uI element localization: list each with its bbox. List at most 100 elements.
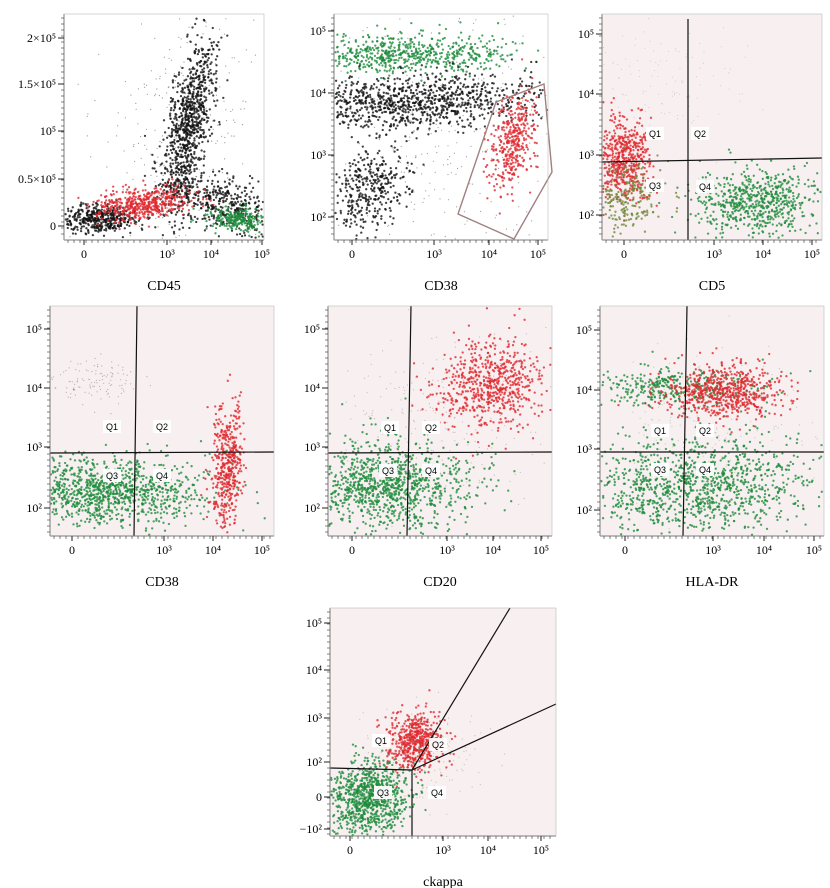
event-dot bbox=[426, 106, 429, 109]
event-dot bbox=[165, 182, 168, 185]
event-dot bbox=[135, 108, 137, 110]
event-dot bbox=[337, 90, 341, 94]
event-dot bbox=[118, 207, 121, 211]
event-dot bbox=[337, 99, 340, 103]
event-dot bbox=[369, 56, 372, 59]
event-dot bbox=[375, 61, 378, 64]
y-tick-label: 0 bbox=[50, 219, 56, 233]
event-dot bbox=[174, 126, 176, 128]
event-dot bbox=[478, 37, 481, 40]
event-dot bbox=[438, 23, 441, 27]
event-dot bbox=[538, 81, 541, 84]
event-dot bbox=[115, 204, 118, 207]
event-dot bbox=[206, 119, 209, 123]
event-dot bbox=[185, 157, 188, 160]
event-dot bbox=[498, 150, 502, 153]
event-dot bbox=[455, 120, 459, 123]
event-dot bbox=[193, 85, 196, 89]
event-dot bbox=[370, 159, 373, 162]
event-dot bbox=[356, 175, 359, 179]
event-dot bbox=[223, 33, 225, 35]
event-dot bbox=[471, 50, 475, 53]
event-dot bbox=[500, 104, 504, 107]
event-dot bbox=[206, 140, 210, 143]
event-dot bbox=[385, 57, 388, 60]
event-dot bbox=[181, 72, 183, 74]
event-dot bbox=[127, 197, 130, 201]
event-dot bbox=[168, 223, 170, 225]
event-dot bbox=[350, 187, 353, 190]
event-dot bbox=[190, 182, 193, 184]
event-dot bbox=[251, 176, 254, 180]
event-dot bbox=[189, 92, 192, 95]
event-dot bbox=[443, 87, 447, 91]
event-dot bbox=[202, 111, 206, 114]
event-dot bbox=[195, 220, 198, 224]
event-dot bbox=[137, 142, 140, 144]
event-dot bbox=[420, 111, 423, 114]
event-dot bbox=[199, 134, 202, 137]
event-dot bbox=[429, 115, 432, 119]
event-dot bbox=[380, 49, 384, 52]
event-dot bbox=[257, 215, 260, 218]
event-dot bbox=[355, 178, 358, 181]
event-dot bbox=[177, 203, 180, 206]
event-dot bbox=[401, 82, 404, 86]
event-dot bbox=[193, 215, 197, 219]
event-dot bbox=[171, 79, 173, 81]
event-dot bbox=[224, 216, 227, 219]
event-dot bbox=[197, 94, 200, 98]
event-dot bbox=[425, 50, 428, 53]
event-dot bbox=[401, 71, 405, 75]
event-dot bbox=[204, 187, 206, 189]
event-dot bbox=[488, 40, 491, 43]
event-dot bbox=[461, 85, 465, 88]
event-dot bbox=[221, 217, 224, 220]
event-dot bbox=[167, 186, 169, 188]
event-dot bbox=[189, 85, 193, 88]
event-dot bbox=[106, 219, 110, 222]
event-dot bbox=[479, 65, 483, 69]
event-dot bbox=[143, 86, 146, 88]
event-dot bbox=[151, 199, 154, 202]
event-dot bbox=[71, 206, 74, 209]
event-dot bbox=[529, 136, 532, 139]
event-dot bbox=[190, 108, 193, 111]
event-dot bbox=[152, 208, 155, 211]
event-dot bbox=[104, 211, 107, 214]
event-dot bbox=[407, 187, 411, 191]
event-dot bbox=[476, 97, 479, 100]
event-dot bbox=[484, 99, 487, 102]
event-dot bbox=[413, 74, 416, 78]
event-dot bbox=[250, 190, 253, 193]
event-dot bbox=[370, 184, 374, 188]
event-dot bbox=[167, 135, 169, 137]
event-dot bbox=[187, 117, 190, 120]
event-dot bbox=[95, 207, 98, 210]
event-dot bbox=[398, 120, 402, 123]
event-dot bbox=[195, 128, 198, 131]
event-dot bbox=[225, 222, 228, 225]
event-dot bbox=[168, 114, 172, 117]
event-dot bbox=[511, 199, 514, 202]
event-dot bbox=[203, 90, 206, 93]
event-dot bbox=[67, 209, 70, 213]
event-dot bbox=[537, 95, 541, 99]
event-dot bbox=[378, 208, 381, 211]
event-dot bbox=[181, 124, 185, 127]
event-dot bbox=[160, 185, 164, 188]
event-dot bbox=[77, 196, 80, 200]
event-dot bbox=[419, 73, 422, 77]
event-dot bbox=[338, 176, 341, 179]
event-dot bbox=[154, 204, 157, 207]
event-dot bbox=[228, 224, 231, 227]
event-dot bbox=[86, 210, 90, 213]
event-dot bbox=[422, 163, 425, 166]
event-dot bbox=[134, 160, 136, 163]
event-dot bbox=[369, 52, 372, 55]
event-dot bbox=[124, 117, 126, 119]
event-dot bbox=[492, 145, 495, 149]
event-dot bbox=[145, 128, 148, 130]
event-dot bbox=[339, 188, 342, 191]
